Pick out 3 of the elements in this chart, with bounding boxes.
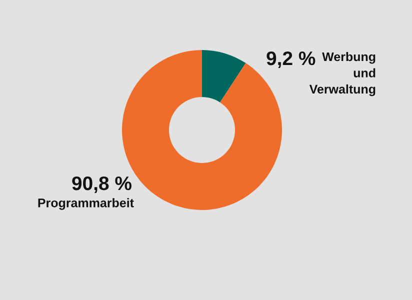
data-label: 90,8 % bbox=[72, 176, 132, 194]
donut-slice bbox=[202, 50, 246, 102]
slice-label: Programmarbeit bbox=[38, 198, 134, 210]
